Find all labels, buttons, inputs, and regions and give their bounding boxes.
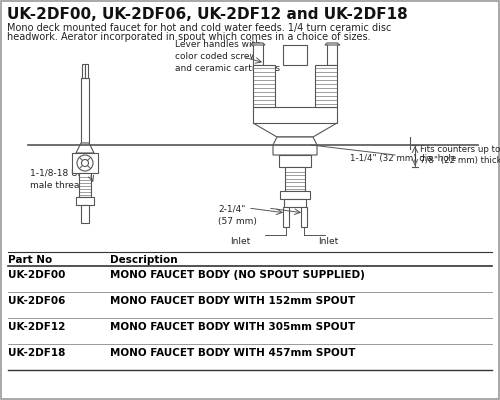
Polygon shape (325, 43, 340, 45)
Bar (284, 199, 306, 207)
Text: MONO FAUCET BODY WITH 457mm SPOUT: MONO FAUCET BODY WITH 457mm SPOUT (110, 348, 356, 358)
Bar (301, 207, 307, 227)
Bar (253, 107, 337, 123)
Bar (85, 64, 88, 78)
Bar (253, 43, 263, 65)
Bar (81, 78, 89, 143)
Bar (253, 65, 275, 107)
Text: UK-2DF12: UK-2DF12 (8, 322, 66, 332)
Circle shape (82, 160, 88, 166)
Text: UK-2DF06: UK-2DF06 (8, 296, 66, 306)
Bar (82, 64, 85, 78)
Text: Part No: Part No (8, 255, 52, 265)
Bar (76, 197, 94, 205)
Polygon shape (273, 137, 317, 155)
Bar (72, 153, 98, 173)
Bar (285, 167, 305, 191)
Text: UK-2DF18: UK-2DF18 (8, 348, 66, 358)
Bar (280, 191, 310, 199)
Bar (327, 43, 337, 65)
Bar (279, 155, 311, 167)
Bar (283, 207, 289, 227)
Bar (79, 173, 91, 197)
Text: Inlet: Inlet (230, 237, 250, 246)
Text: 2-1/4"
(57 mm): 2-1/4" (57 mm) (218, 205, 257, 226)
Text: headwork. Aerator incorporated in spout which comes in a choice of sizes.: headwork. Aerator incorporated in spout … (7, 32, 370, 42)
Text: MONO FAUCET BODY WITH 152mm SPOUT: MONO FAUCET BODY WITH 152mm SPOUT (110, 296, 355, 306)
Text: Lever handles with
color coded screws
and ceramic cartridges: Lever handles with color coded screws an… (175, 40, 280, 73)
Text: 1-1/4" (32 mm) dia. hole: 1-1/4" (32 mm) dia. hole (350, 154, 456, 163)
Text: Description: Description (110, 255, 178, 265)
Text: MONO FAUCET BODY (NO SPOUT SUPPLIED): MONO FAUCET BODY (NO SPOUT SUPPLIED) (110, 270, 365, 280)
Polygon shape (250, 43, 265, 45)
Bar (81, 205, 89, 223)
Polygon shape (76, 143, 94, 153)
Bar (315, 65, 337, 107)
Bar (283, 45, 307, 65)
Text: 1-1/8-18 UNEF
male thread: 1-1/8-18 UNEF male thread (30, 169, 95, 190)
Circle shape (77, 155, 93, 171)
Text: UK-2DF00: UK-2DF00 (8, 270, 66, 280)
Text: UK-2DF00, UK-2DF06, UK-2DF12 and UK-2DF18: UK-2DF00, UK-2DF06, UK-2DF12 and UK-2DF1… (7, 7, 408, 22)
Text: Inlet: Inlet (318, 237, 338, 246)
Text: Mono deck mounted faucet for hot and cold water feeds. 1/4 turn ceramic disc: Mono deck mounted faucet for hot and col… (7, 23, 392, 33)
Text: Fits counters up to
7/8" (22 mm) thick: Fits counters up to 7/8" (22 mm) thick (420, 144, 500, 166)
Text: MONO FAUCET BODY WITH 305mm SPOUT: MONO FAUCET BODY WITH 305mm SPOUT (110, 322, 355, 332)
